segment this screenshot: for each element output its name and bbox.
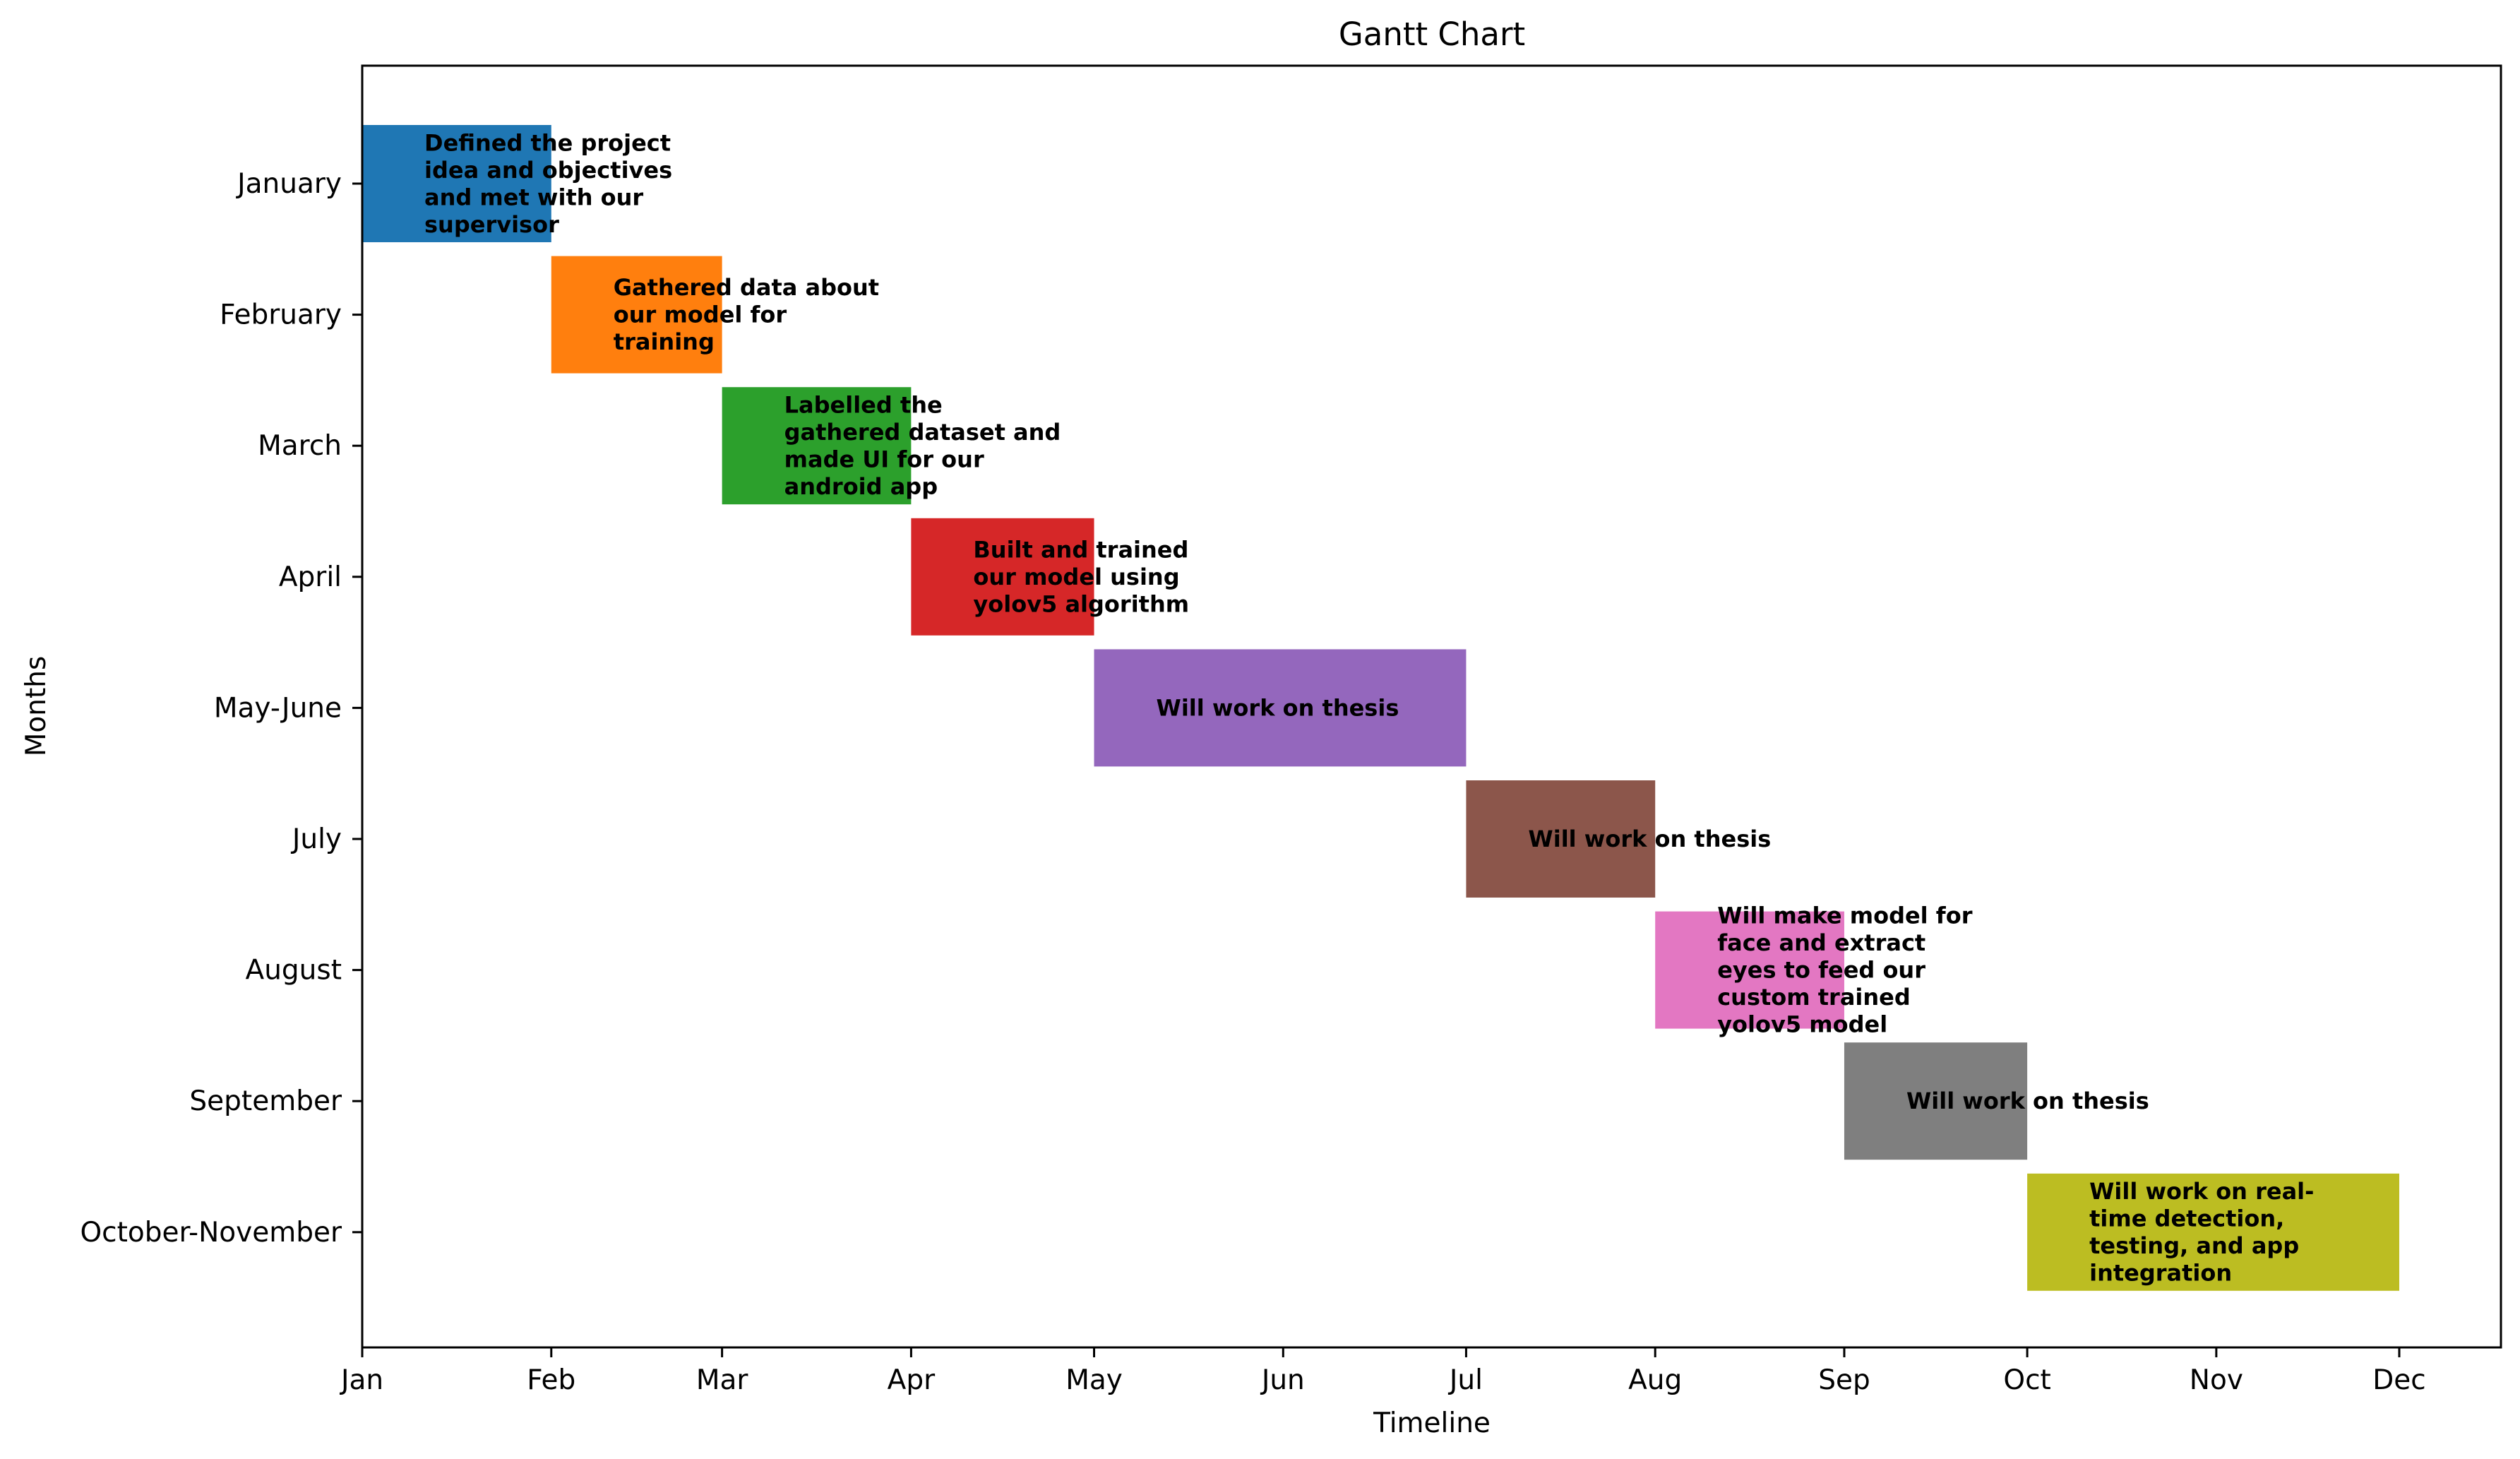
task-label-line: idea and objectives — [424, 157, 672, 184]
x-tick-label: Nov — [2190, 1364, 2243, 1396]
x-tick-label: May — [1065, 1364, 1123, 1396]
task-label-line: Will work on thesis — [1157, 694, 1399, 721]
task-label: Gathered data about our model for training — [614, 274, 879, 355]
x-tick-label: Jul — [1447, 1364, 1483, 1396]
task-bar — [362, 125, 551, 242]
task-bar — [1466, 780, 1656, 898]
task-bar — [2027, 1173, 2399, 1291]
task-label-line: gathered dataset and — [784, 419, 1061, 446]
task-label-line: Will work on thesis — [1906, 1088, 2149, 1114]
task-label-line: and met with our — [424, 184, 643, 210]
y-tick-label: May-June — [214, 692, 342, 724]
task-label: Will work on thesis — [1157, 694, 1399, 721]
x-tick-label: Jun — [1260, 1364, 1305, 1396]
task-label: Will work on thesis — [1528, 826, 1771, 852]
task-label: Will work on thesis — [1906, 1088, 2149, 1114]
task-labels: Defined the project idea and objectives an… — [424, 129, 2314, 1286]
x-tick-label: Apr — [888, 1364, 936, 1396]
task-label-line: our model for — [614, 302, 787, 328]
task-label-line: eyes to feed our — [1717, 957, 1925, 984]
task-label-line: made UI for our — [784, 446, 984, 472]
y-axis-label: Months — [20, 656, 52, 757]
y-tick-label: January — [235, 168, 342, 200]
y-tick-label: March — [258, 430, 342, 462]
task-label: Will work on real-time detection, testing… — [2089, 1178, 2314, 1287]
task-label-line: Built and trained — [973, 536, 1188, 563]
x-tick-label: Jan — [339, 1364, 383, 1396]
y-tick-label: April — [279, 561, 342, 593]
x-tick-label: Oct — [2003, 1364, 2050, 1396]
task-label-line: face and extract — [1717, 929, 1925, 956]
y-tick-label: February — [220, 299, 342, 331]
chart-title: Gantt Chart — [1339, 16, 1525, 53]
x-tick-label: Aug — [1628, 1364, 1682, 1396]
task-bars — [362, 125, 2399, 1291]
task-bar — [911, 518, 1094, 636]
task-label-line: our model using — [973, 564, 1179, 590]
y-axis-ticks: January February March April May-June July Aug… — [80, 168, 362, 1249]
y-tick-label: October-November — [80, 1217, 342, 1249]
task-label-line: training — [614, 328, 715, 355]
y-tick-label: September — [189, 1085, 342, 1117]
task-label-line: android app — [784, 473, 938, 500]
task-label: Defined the project idea and objectives an… — [424, 129, 672, 238]
task-label-line: Will make model for — [1717, 903, 1973, 929]
task-label-line: Labelled the — [784, 391, 943, 418]
task-label-line: integration — [2089, 1260, 2232, 1287]
task-bar — [551, 256, 722, 374]
x-tick-label: Dec — [2372, 1364, 2425, 1396]
x-tick-label: Sep — [1818, 1364, 1870, 1396]
task-bar — [1094, 649, 1467, 767]
task-label-line: supervisor — [424, 211, 559, 238]
task-label-line: Defined the project — [424, 129, 671, 156]
task-label-line: yolov5 algorithm — [973, 590, 1189, 617]
task-label-line: Will work on real- — [2089, 1178, 2314, 1205]
task-label: Labelled the gathered dataset and made UI … — [784, 391, 1061, 500]
y-tick-label: August — [246, 955, 342, 987]
x-tick-label: Feb — [527, 1364, 575, 1396]
task-bar — [722, 387, 912, 505]
task-label-line: custom trained — [1717, 984, 1911, 1011]
task-bar — [1655, 911, 1844, 1029]
x-tick-label: Mar — [696, 1364, 749, 1396]
task-label-line: time detection, — [2089, 1205, 2284, 1232]
task-label-line: Gathered data about — [614, 274, 879, 301]
task-label-line: Will work on thesis — [1528, 826, 1771, 852]
task-label: Built and trained our model using yolov5 a… — [973, 536, 1189, 617]
x-axis-label: Timeline — [1373, 1407, 1491, 1439]
task-bar — [1844, 1042, 2028, 1160]
plot-area-frame — [361, 64, 2502, 1349]
x-axis-ticks: Jan Feb Mar Apr May Jun Jul Aug Sep Oct Nov Dec — [339, 1347, 2426, 1396]
y-tick-label: July — [290, 823, 342, 855]
task-label-line: yolov5 model — [1717, 1011, 1887, 1038]
task-label-line: testing, and app — [2089, 1232, 2299, 1259]
task-label: Will make model for face and extract eyes … — [1717, 903, 1973, 1038]
